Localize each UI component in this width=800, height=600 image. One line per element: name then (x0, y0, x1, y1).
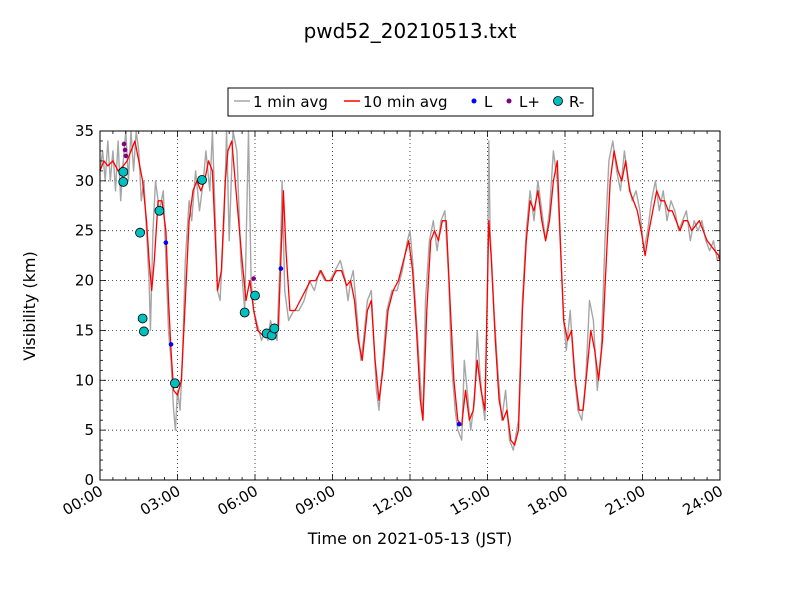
marker-Rminus-9 (250, 290, 260, 301)
marker-Rminus-4 (139, 326, 149, 337)
marker-Rminus-6 (170, 378, 180, 389)
legend-1min-label: 1 min avg (253, 93, 328, 111)
plot-series (99, 130, 721, 451)
marker-Rminus-8 (239, 307, 250, 318)
chart-title: pwd52_20210513.txt (304, 19, 517, 43)
marker-Rminus-5 (154, 205, 165, 216)
y-tick-label-4: 20 (75, 272, 94, 290)
marker-Rminus-3 (137, 313, 148, 324)
y-tick-label-5: 25 (75, 222, 94, 240)
legend-L-label: L (484, 93, 493, 111)
series-1min-avg-line (99, 130, 721, 451)
legend: 1 min avg 10 min avg L L+ R- (227, 87, 594, 117)
marker-Rminus-1 (118, 176, 129, 187)
marker-Lplus-0 (121, 141, 127, 147)
grid (100, 131, 720, 480)
legend-L-swatch (471, 98, 477, 104)
legend-Rminus-swatch (553, 96, 563, 106)
legend-Lplus-label: L+ (519, 93, 540, 111)
y-axis-label: Visibility (km) (20, 251, 39, 360)
y-tick-label-3: 15 (75, 321, 94, 339)
marker-Lplus-2 (123, 153, 129, 159)
plot-markers (118, 141, 462, 427)
marker-Rminus-2 (135, 227, 145, 238)
marker-L-0 (163, 240, 169, 245)
marker-Rminus-7 (197, 174, 207, 185)
legend-Lplus-swatch (506, 98, 512, 104)
y-tick-label-1: 5 (84, 421, 94, 439)
marker-L-3 (456, 421, 462, 427)
y-tick-label-0: 0 (84, 471, 94, 489)
legend-10min-label: 10 min avg (363, 93, 448, 111)
y-tick-label-7: 35 (75, 122, 94, 140)
legend-box (227, 87, 594, 117)
x-axis-label: Time on 2021-05-13 (JST) (307, 529, 512, 548)
marker-Lplus-3 (251, 276, 257, 281)
legend-Rminus-label: R- (569, 93, 584, 111)
series-10min-avg-line (99, 140, 721, 446)
marker-Rminus-0 (118, 166, 129, 177)
marker-Lplus-1 (122, 147, 128, 153)
marker-L-1 (168, 342, 174, 347)
marker-Rminus-12 (269, 323, 280, 334)
y-tick-label-2: 10 (75, 371, 94, 389)
y-tick-label-6: 30 (75, 172, 94, 190)
marker-L-2 (278, 266, 284, 271)
